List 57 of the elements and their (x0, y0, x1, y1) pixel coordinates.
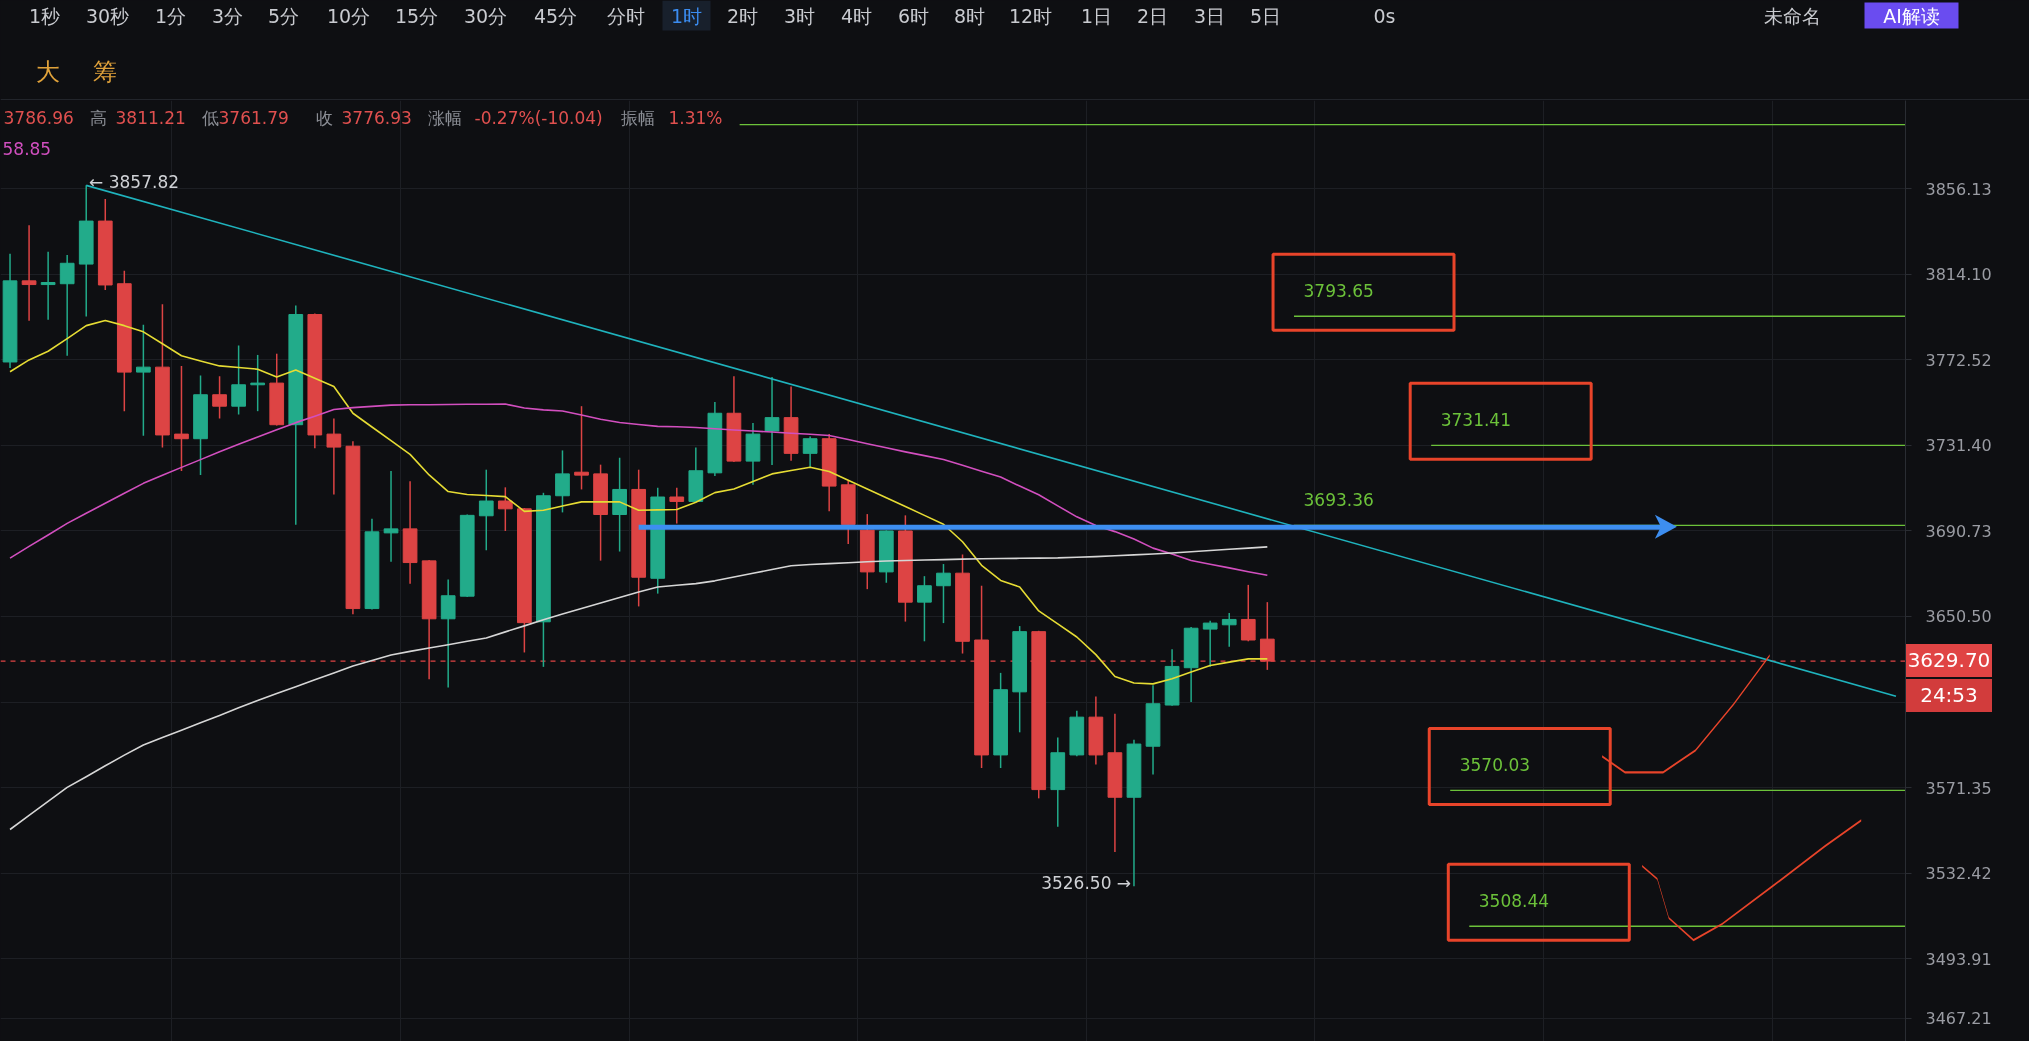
ref-line-label: 3693.36 (1303, 489, 1374, 510)
text: 6时 (897, 4, 930, 27)
text: 筹 (92, 57, 117, 86)
text: 1秒 (28, 4, 61, 27)
text: 2时 (726, 4, 759, 27)
text: 5分 (267, 4, 300, 27)
annotation: 3786.96 (3, 108, 74, 128)
text: 3分 (211, 4, 244, 27)
text: 3日 (1193, 4, 1226, 27)
ref-line-label: 3731.41 (1440, 409, 1511, 430)
text: 1时 (670, 4, 703, 27)
countdown-tag: 24:53 (1906, 679, 1992, 712)
annotation: 3761.79 (218, 108, 289, 128)
y-tick-label: 3731.40 (1925, 436, 1992, 456)
y-tick-label: 3814.10 (1925, 265, 1992, 285)
text: 大 (35, 57, 60, 86)
y-tick-label: 3772.52 (1925, 350, 1992, 370)
annotation: 收 (315, 107, 333, 128)
annotation: 振幅 (620, 107, 655, 128)
annotation: 3811.21 (115, 108, 186, 128)
text: 分时 (606, 4, 645, 27)
text: 8时 (953, 4, 986, 27)
text: 2日 (1136, 4, 1169, 27)
text: 45分 (533, 4, 578, 27)
annotation: 3776.93 (341, 108, 412, 128)
text: 30分 (463, 4, 508, 27)
ref-line-label: 3793.65 (1303, 280, 1374, 301)
annotation: 低 (201, 107, 219, 128)
annotation: -0.27%(-10.04) (474, 107, 603, 128)
y-tick-label: 3856.13 (1925, 179, 1992, 199)
annotation: 3526.50 → (1041, 873, 1132, 894)
ref-line-label: 3508.44 (1478, 890, 1550, 911)
y-tick-label: 3532.42 (1925, 864, 1992, 884)
annotation: ← 3857.82 (89, 172, 180, 193)
annotation: 高 (89, 107, 107, 128)
y-tick-label: 3467.21 (1925, 1009, 1992, 1029)
y-tick-label: 3571.35 (1925, 778, 1992, 798)
text: 5日 (1249, 4, 1282, 27)
text: 0s (1373, 4, 1396, 27)
annotation: 涨幅 (427, 107, 462, 128)
text: AI解读 (1883, 4, 1940, 27)
text: 未命名 (1764, 4, 1821, 27)
text: 4时 (840, 4, 873, 27)
y-tick-label: 3650.50 (1925, 607, 1992, 627)
annotation: 1.31% (668, 107, 723, 128)
y-tick-label: 3690.73 (1925, 521, 1992, 541)
text: 12时 (1008, 4, 1053, 27)
text: 1分 (154, 4, 187, 27)
text: 10分 (326, 4, 371, 27)
text: 30秒 (85, 4, 130, 27)
text: 3时 (783, 4, 816, 27)
annotation: 58.85 (2, 139, 52, 159)
text: 1日 (1080, 4, 1113, 27)
ref-line-label: 3570.03 (1459, 754, 1531, 775)
y-tick-label: 3493.91 (1925, 949, 1992, 969)
price-tag: 3629.70 (1906, 644, 1992, 677)
text: 15分 (394, 4, 439, 27)
